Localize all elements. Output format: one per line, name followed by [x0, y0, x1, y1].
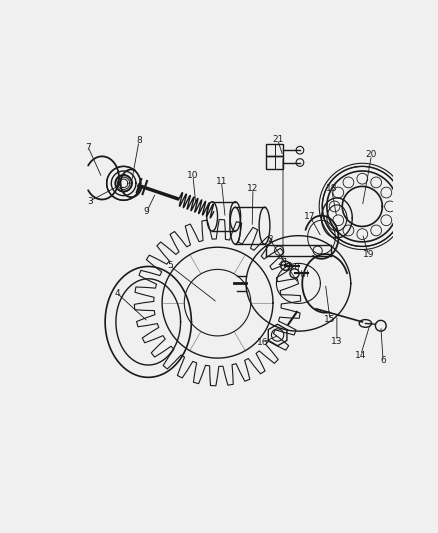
- Text: 15: 15: [324, 315, 336, 324]
- Bar: [266, 144, 283, 156]
- Text: 18: 18: [326, 184, 337, 193]
- Text: 11: 11: [215, 176, 227, 185]
- Text: 20: 20: [366, 150, 377, 159]
- Text: 17: 17: [304, 212, 316, 221]
- Text: 12: 12: [247, 184, 259, 193]
- Text: 13: 13: [331, 337, 343, 346]
- Text: 10: 10: [187, 171, 199, 180]
- Text: 3: 3: [87, 197, 92, 206]
- Text: 14: 14: [355, 351, 367, 360]
- Text: 21: 21: [272, 135, 283, 144]
- Bar: [266, 156, 283, 168]
- Text: 21: 21: [277, 258, 289, 267]
- Text: 16: 16: [257, 338, 268, 347]
- Text: 19: 19: [363, 251, 374, 260]
- Text: 2: 2: [267, 235, 273, 244]
- Text: 8: 8: [136, 136, 142, 146]
- Text: 5: 5: [167, 261, 173, 270]
- Text: 6: 6: [380, 356, 386, 365]
- Text: 4: 4: [115, 289, 120, 298]
- Text: 9: 9: [144, 207, 150, 216]
- Text: 7: 7: [85, 143, 91, 151]
